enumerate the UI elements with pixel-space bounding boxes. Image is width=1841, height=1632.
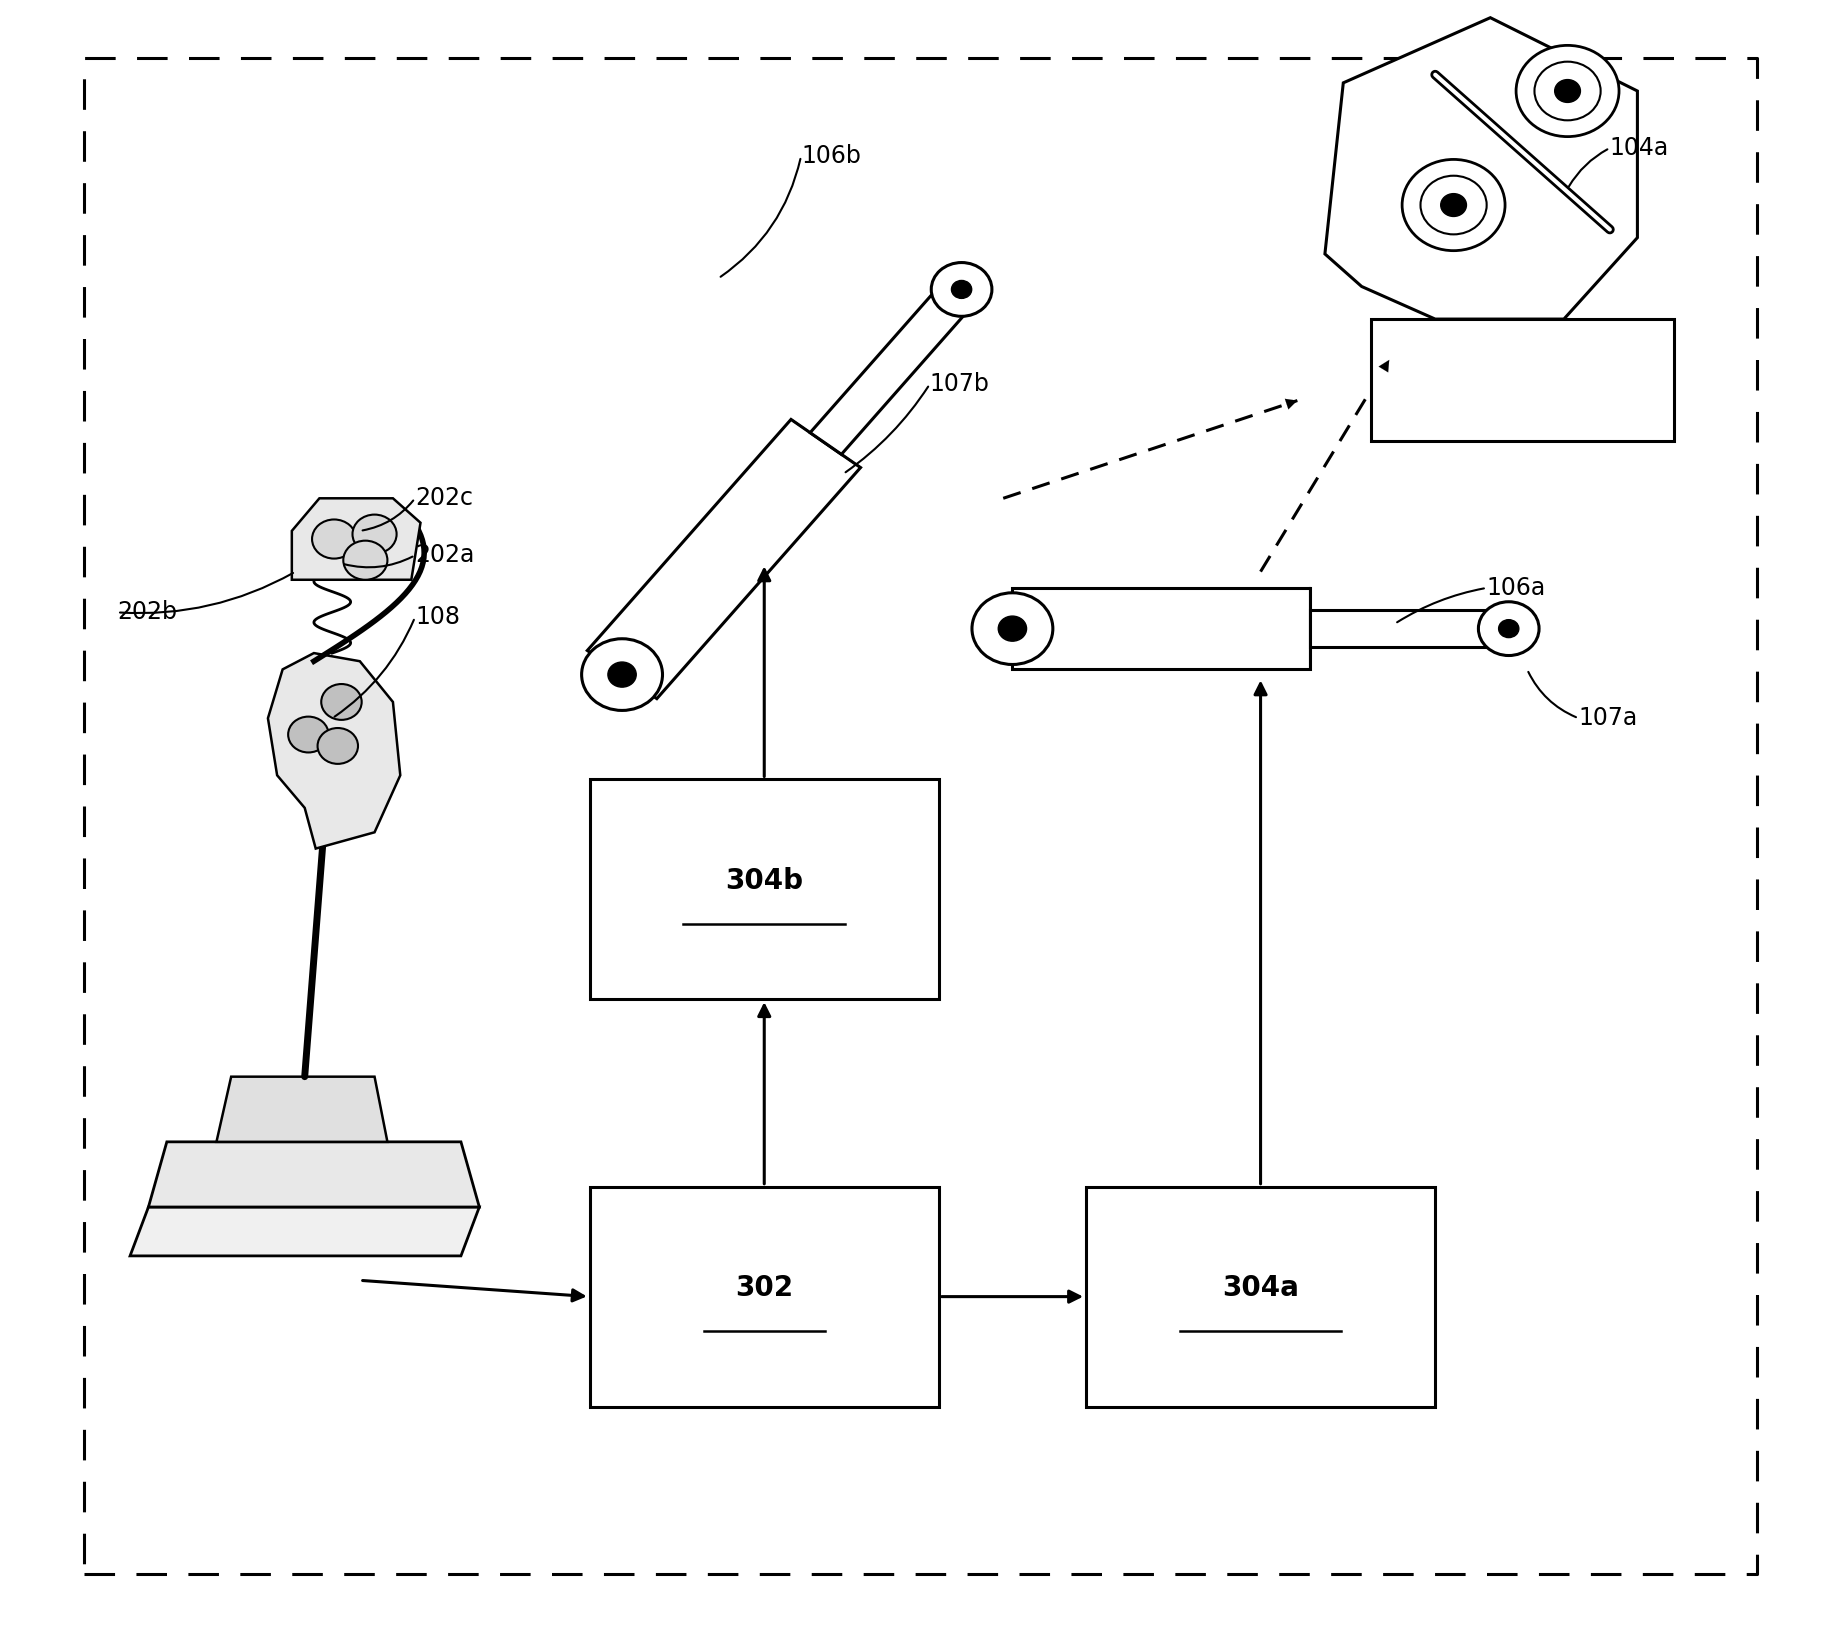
Text: 202c: 202c xyxy=(414,486,473,511)
Circle shape xyxy=(317,728,357,764)
Circle shape xyxy=(1534,62,1600,121)
Bar xyxy=(589,780,939,999)
Polygon shape xyxy=(587,419,860,698)
Circle shape xyxy=(320,684,361,720)
Circle shape xyxy=(1421,176,1488,235)
Text: 202b: 202b xyxy=(118,601,177,625)
Text: 304a: 304a xyxy=(1222,1275,1300,1302)
Text: 107a: 107a xyxy=(1578,707,1638,730)
Text: 302: 302 xyxy=(735,1275,793,1302)
Polygon shape xyxy=(1326,18,1637,320)
Text: 202a: 202a xyxy=(414,543,475,568)
Circle shape xyxy=(1517,46,1618,137)
Circle shape xyxy=(998,617,1027,641)
Polygon shape xyxy=(131,1208,479,1257)
Circle shape xyxy=(972,592,1053,664)
Circle shape xyxy=(342,540,387,579)
Text: 108: 108 xyxy=(414,605,460,630)
Circle shape xyxy=(1499,620,1519,638)
Bar xyxy=(1372,320,1673,441)
Circle shape xyxy=(608,663,637,687)
Text: 304b: 304b xyxy=(725,867,803,896)
Circle shape xyxy=(952,281,972,299)
Bar xyxy=(1311,610,1510,646)
Circle shape xyxy=(311,519,355,558)
Polygon shape xyxy=(149,1142,479,1208)
Circle shape xyxy=(932,263,992,317)
Text: 106a: 106a xyxy=(1488,576,1546,601)
Polygon shape xyxy=(293,498,420,579)
Bar xyxy=(1013,588,1311,669)
Text: 106b: 106b xyxy=(801,144,862,168)
Bar xyxy=(589,1186,939,1407)
Bar xyxy=(1086,1186,1436,1407)
Text: 107b: 107b xyxy=(930,372,990,397)
Circle shape xyxy=(582,638,663,710)
Polygon shape xyxy=(810,279,978,454)
Circle shape xyxy=(1403,160,1506,251)
Circle shape xyxy=(289,716,328,752)
Circle shape xyxy=(1442,194,1467,217)
Circle shape xyxy=(1554,80,1580,103)
Polygon shape xyxy=(217,1077,387,1142)
Circle shape xyxy=(1478,602,1539,656)
Polygon shape xyxy=(269,653,399,849)
Text: 104a: 104a xyxy=(1609,135,1670,160)
Circle shape xyxy=(352,514,396,553)
